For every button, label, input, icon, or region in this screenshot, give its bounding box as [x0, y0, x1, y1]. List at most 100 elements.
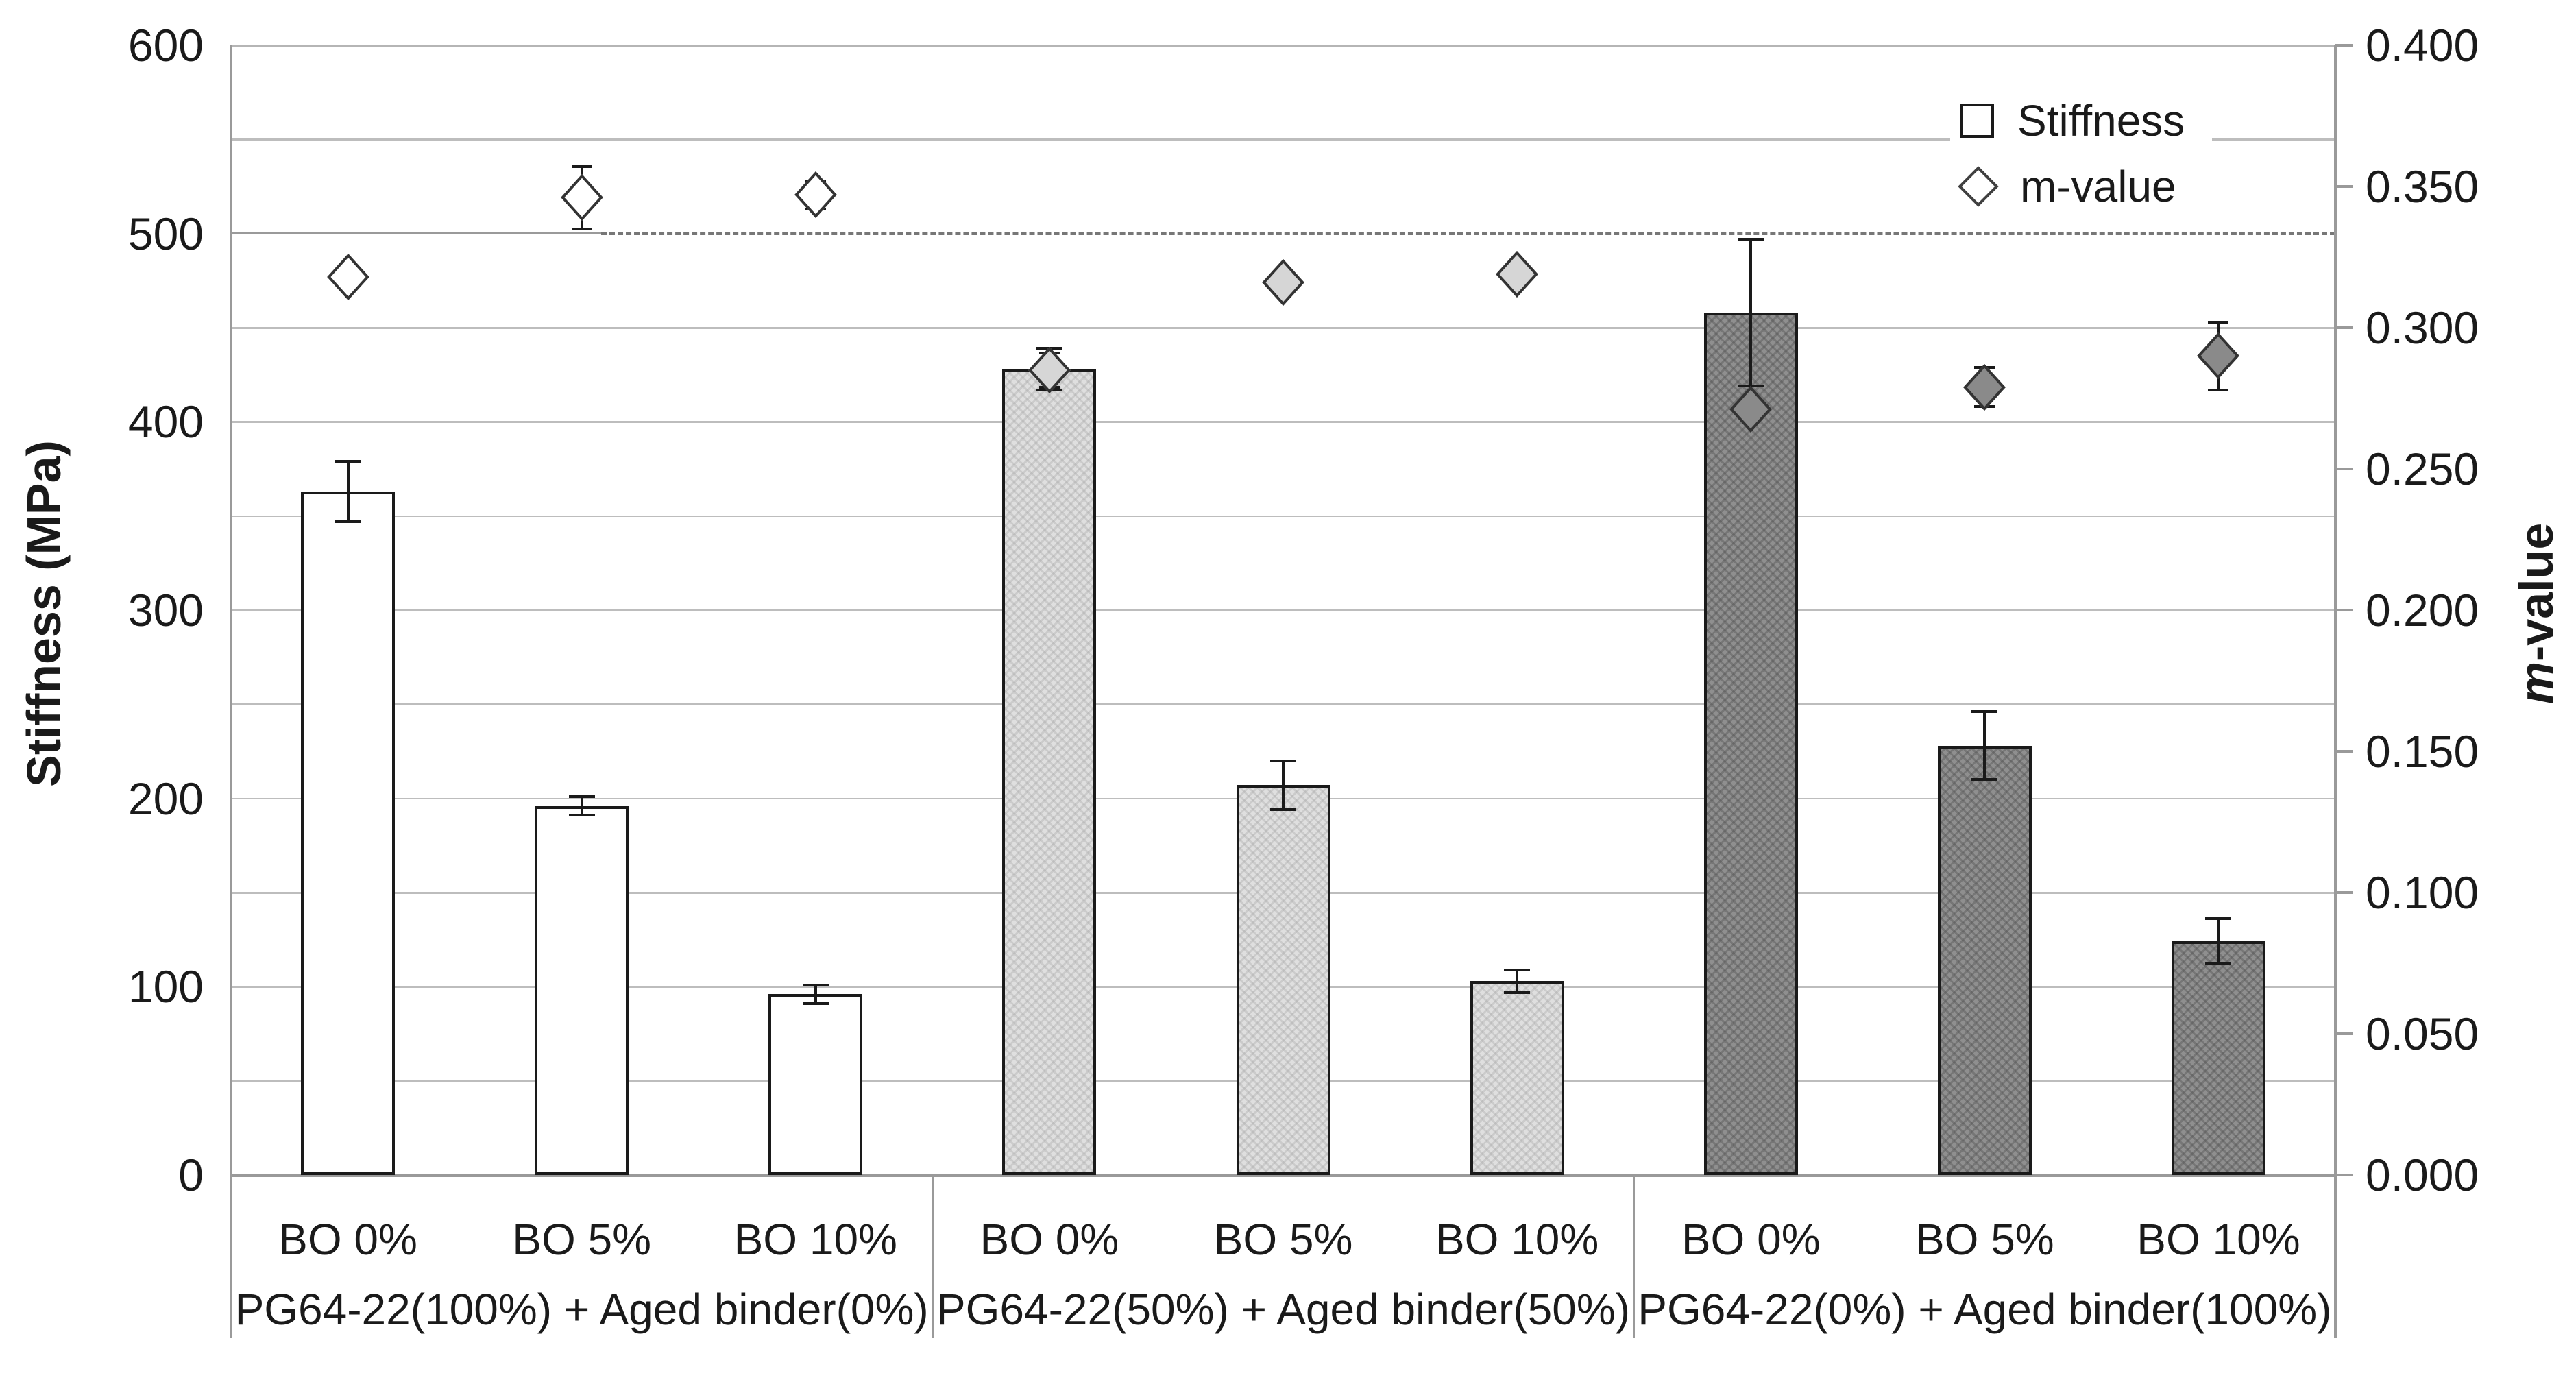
- bar-error-line: [580, 796, 583, 816]
- right-axis-tick-mark: [2335, 1174, 2353, 1176]
- bar-error-line: [814, 984, 817, 1004]
- left-axis-tick-label: 100: [127, 961, 204, 1013]
- bar: [301, 491, 396, 1175]
- bar-error-line: [1516, 969, 1519, 993]
- bar-error-line: [1983, 712, 1986, 780]
- right-axis-tick-mark: [2335, 185, 2353, 188]
- mvalue-diamond-icon: [1958, 166, 1999, 207]
- bar-error-cap-bottom: [2205, 962, 2232, 966]
- right-axis-tick-label: 0.350: [2366, 161, 2479, 212]
- bar-error-cap-bottom: [1971, 778, 1998, 781]
- right-axis-tick-mark: [2335, 44, 2353, 47]
- diamond-icon: [1963, 363, 2006, 411]
- bar-error-cap-bottom: [568, 814, 595, 817]
- bar-error-cap-bottom: [802, 1002, 829, 1006]
- bar-error-line: [1282, 760, 1285, 810]
- bar-error-cap-top: [2205, 917, 2232, 921]
- right-axis-tick-mark: [2335, 468, 2353, 470]
- bar: [1937, 745, 2032, 1175]
- bar-error-cap-top: [1270, 759, 1296, 762]
- diamond-icon: [2197, 332, 2240, 380]
- right-axis-tick-label: 0.150: [2366, 726, 2479, 777]
- gridline-300: [231, 609, 2335, 611]
- group-label: PG64-22(100%) + Aged binder(0%): [234, 1285, 929, 1334]
- bar-error-cap-top: [1971, 710, 1998, 714]
- category-label: BO 0%: [278, 1215, 417, 1264]
- legend-item-mvalue: m-value: [1958, 154, 2185, 219]
- right-axis-tick-label: 0.050: [2366, 1008, 2479, 1059]
- right-axis-tick-mark: [2335, 750, 2353, 753]
- legend-item-stiffness: Stiffness: [1960, 88, 2185, 154]
- marker-error-cap-bottom: [571, 227, 592, 230]
- x-axis-baseline: [231, 1174, 2335, 1177]
- legend-label-stiffness: Stiffness: [2017, 96, 2185, 145]
- bar-error-cap-bottom: [1270, 808, 1296, 812]
- right-axis-tick-mark: [2335, 1032, 2353, 1035]
- gridline-250: [231, 703, 2335, 705]
- group-label: PG64-22(50%) + Aged binder(50%): [936, 1285, 1631, 1334]
- bar: [2171, 941, 2265, 1175]
- right-axis-tick-mark: [2335, 609, 2353, 611]
- bar: [768, 994, 863, 1175]
- bar-error-cap-top: [335, 460, 361, 463]
- category-label: BO 0%: [980, 1215, 1119, 1264]
- left-axis-tick-label: 200: [127, 773, 204, 824]
- right-axis-tick-label: 0.250: [2366, 444, 2479, 494]
- marker-error-cap-bottom: [2208, 388, 2229, 391]
- right-axis-tick-label: 0.300: [2366, 302, 2479, 353]
- category-label: BO 10%: [1435, 1215, 1599, 1264]
- category-label: BO 10%: [733, 1215, 897, 1264]
- left-axis-tick-label: 300: [127, 585, 204, 635]
- left-axis-tick-label: 600: [127, 20, 204, 71]
- bar-error-cap-top: [1504, 968, 1531, 971]
- marker-error-cap-top: [571, 165, 592, 169]
- gridline-350: [231, 515, 2335, 518]
- right-axis-tick-mark: [2335, 326, 2353, 329]
- diamond-icon: [1262, 258, 1304, 306]
- right-axis-tick-mark: [2335, 891, 2353, 894]
- category-label: BO 0%: [1681, 1215, 1821, 1264]
- plot-top-border: [231, 45, 2335, 47]
- bar: [1002, 369, 1097, 1175]
- marker-error-cap-top: [2208, 320, 2229, 324]
- left-axis-tick-label: 400: [127, 396, 204, 448]
- reference-line-solid-segment: [231, 232, 601, 235]
- gridline-550: [231, 138, 2335, 141]
- category-label: BO 10%: [2137, 1215, 2300, 1264]
- bar-error-line: [346, 461, 350, 522]
- left-axis-tick-label: 0: [178, 1150, 204, 1200]
- reference-line-dashed: [601, 232, 2335, 235]
- right-axis-tick-label: 0.000: [2366, 1150, 2479, 1200]
- category-label: BO 5%: [1213, 1215, 1353, 1264]
- category-group-separator: [1633, 1175, 1636, 1338]
- stiffness-square-icon: [1960, 104, 1994, 138]
- gridline-400: [231, 421, 2335, 423]
- bar-error-cap-bottom: [1738, 385, 1764, 388]
- legend: Stiffness m-value: [1950, 81, 2213, 226]
- legend-label-mvalue: m-value: [2020, 162, 2176, 211]
- bar-error-cap-top: [1738, 237, 1764, 241]
- bar-error-cap-bottom: [335, 520, 361, 523]
- right-axis-tick-label: 0.200: [2366, 585, 2479, 635]
- right-axis-line: [2334, 45, 2337, 1338]
- bar-error-line: [1749, 239, 1753, 387]
- left-axis-tick-label: 500: [127, 208, 204, 259]
- right-axis-tick-label: 0.100: [2366, 867, 2479, 918]
- gridline-450: [231, 327, 2335, 329]
- category-label: BO 5%: [1915, 1215, 2054, 1264]
- category-group-separator: [931, 1175, 934, 1338]
- bar-error-cap-bottom: [1504, 991, 1531, 994]
- diamond-icon: [326, 253, 369, 300]
- bar: [1703, 313, 1798, 1175]
- category-label: BO 5%: [512, 1215, 652, 1264]
- diamond-icon: [560, 174, 603, 221]
- diamond-icon: [1496, 250, 1539, 298]
- diamond-icon: [794, 171, 837, 219]
- bar: [1470, 981, 1564, 1175]
- bar: [1236, 785, 1330, 1175]
- bar-error-line: [2217, 919, 2220, 965]
- group-label: PG64-22(0%) + Aged binder(100%): [1638, 1285, 2332, 1334]
- bar: [535, 805, 629, 1175]
